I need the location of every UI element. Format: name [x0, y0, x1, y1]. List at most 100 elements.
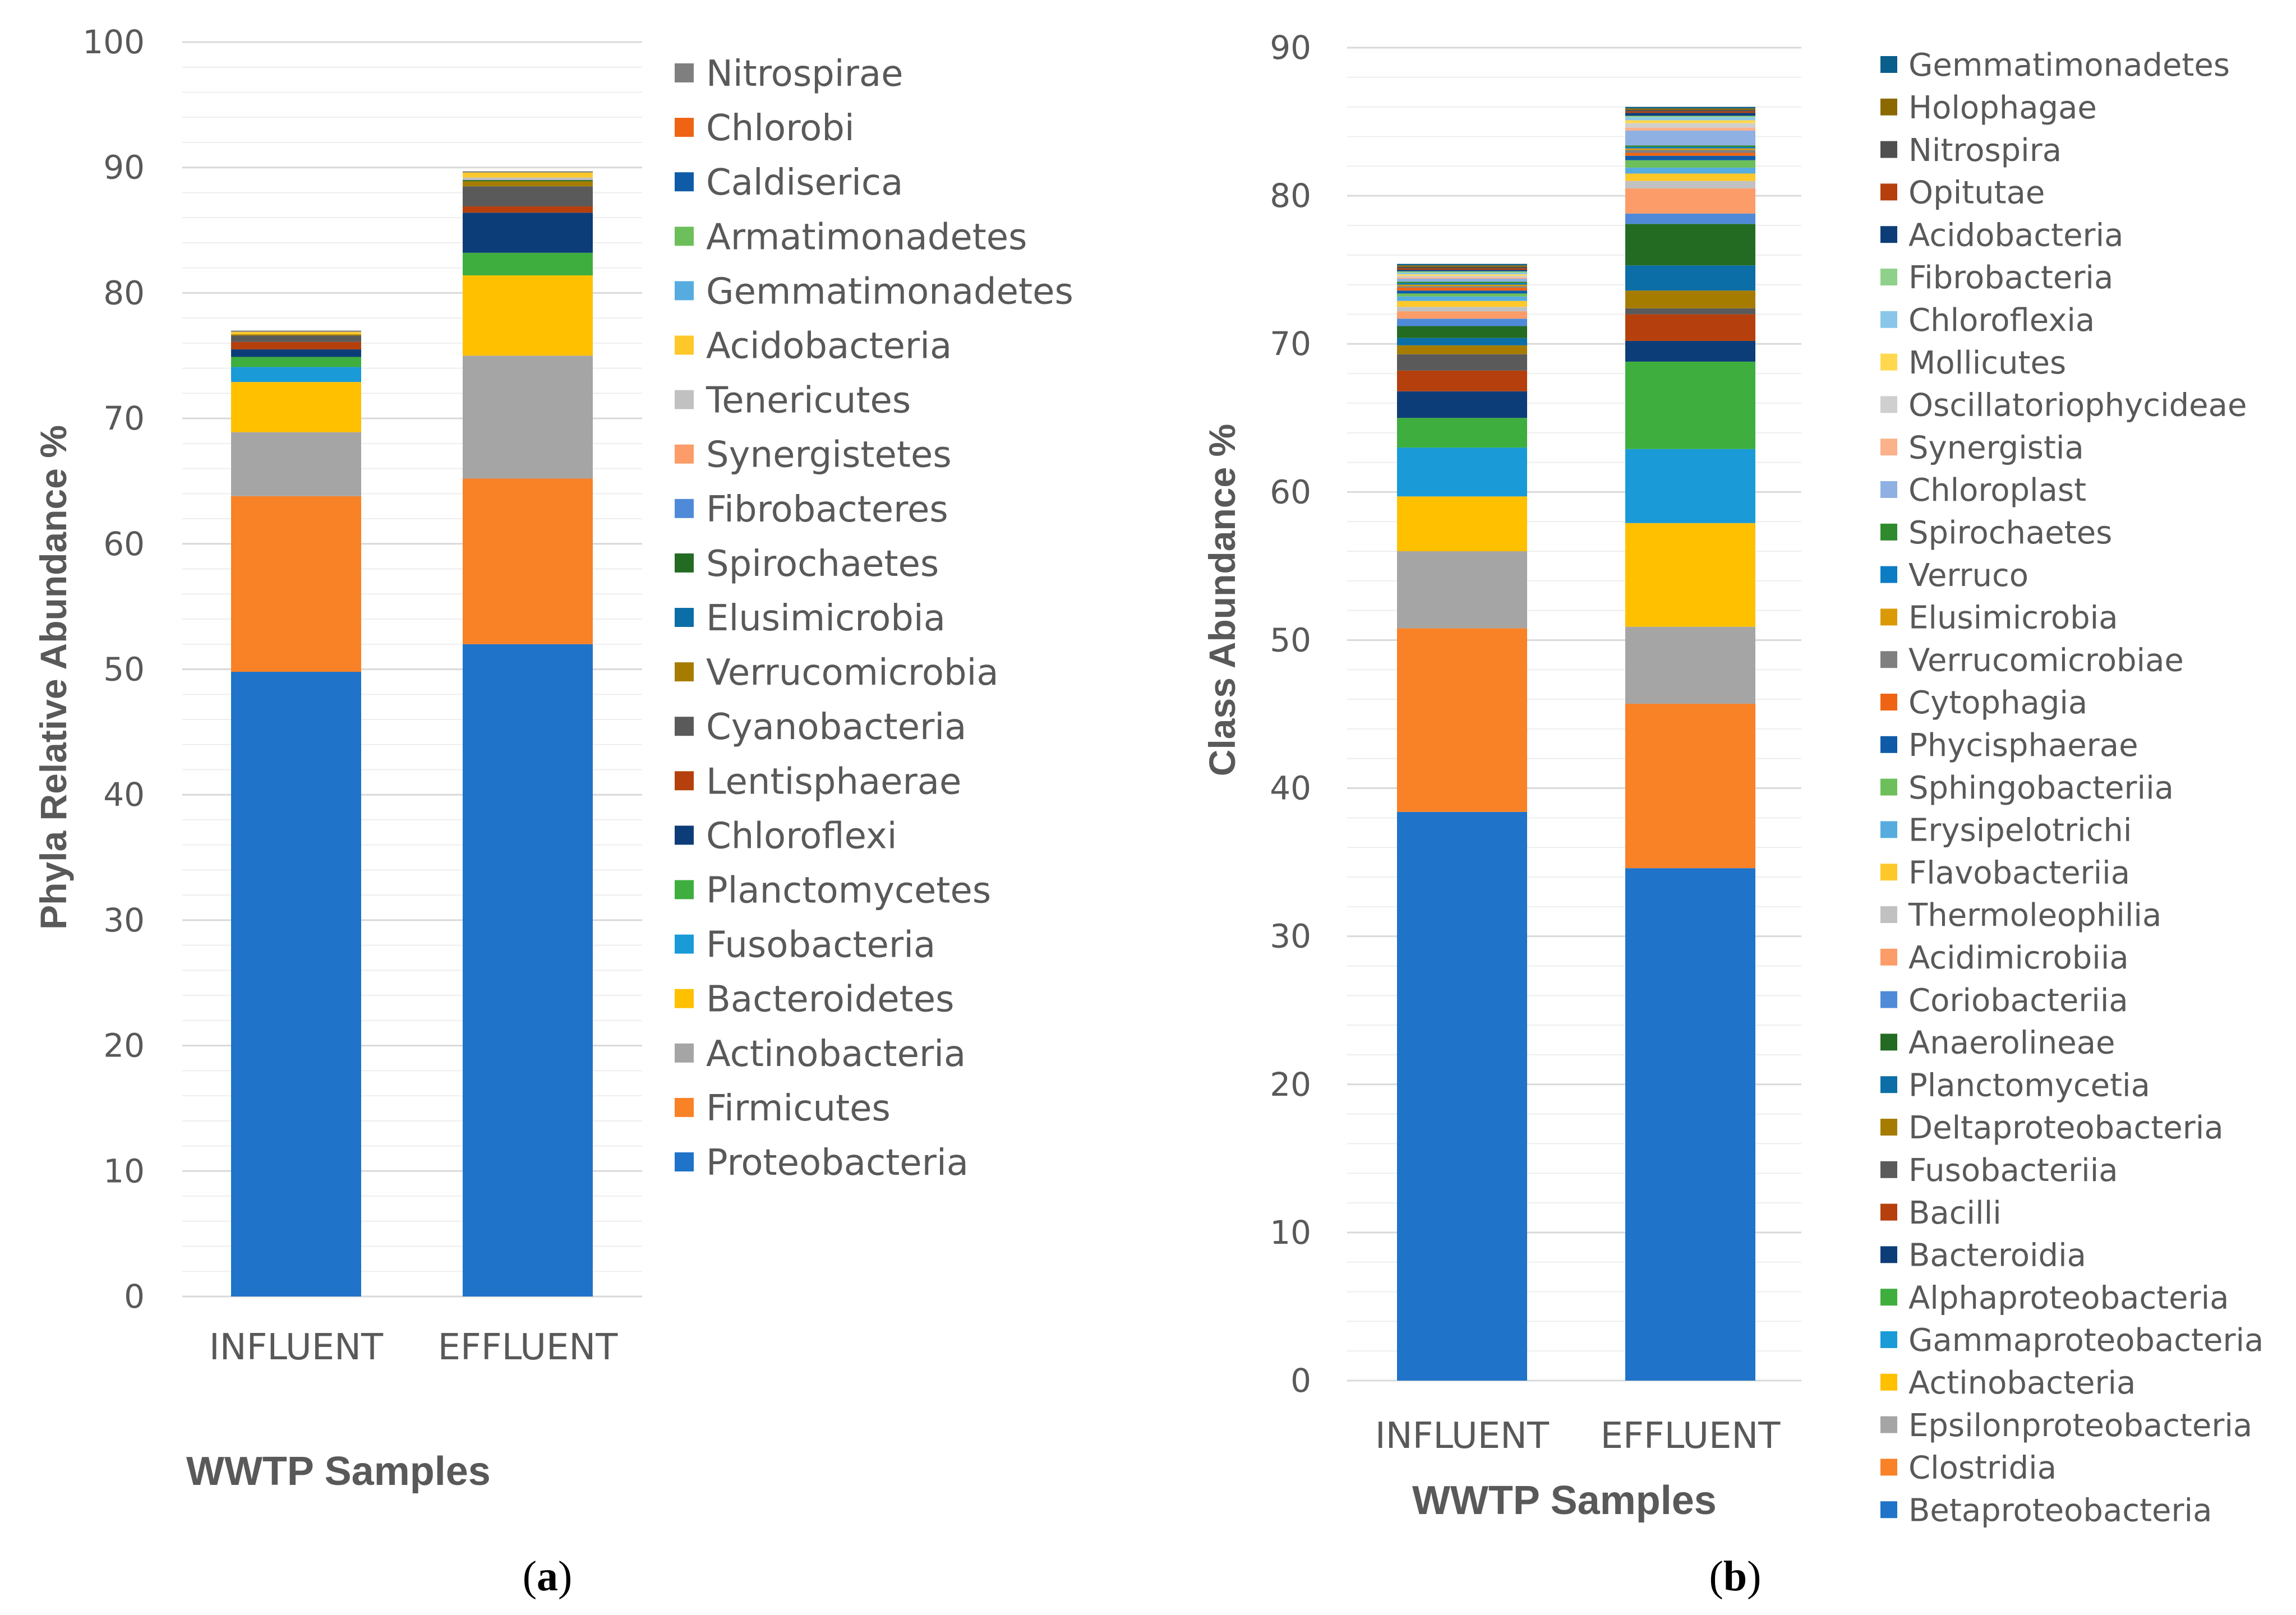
- bar-influent-actinobacteria: [1397, 496, 1527, 551]
- legend-item-epsilonproteobacteria: Epsilonproteobacteria: [1880, 1408, 2252, 1444]
- bar-influent-verrucomicrobia: [231, 334, 361, 336]
- bar-influent-nitrospira: [1397, 266, 1527, 269]
- legend-item-elusimicrobia: Elusimicrobia: [675, 598, 946, 639]
- y-tick-label: 0: [124, 1277, 145, 1316]
- bar-effluent-spirochaetes: [463, 180, 593, 182]
- legend-item-caldiserica: Caldiserica: [675, 162, 903, 204]
- legend-item-holophagae: Holophagae: [1880, 90, 2097, 126]
- legend-swatch: [1880, 1119, 1897, 1136]
- bar-influent-cyanobacteria: [231, 335, 361, 342]
- y-tick-label: 40: [103, 776, 145, 814]
- legend-swatch: [1880, 1203, 1897, 1221]
- legend-item-spirochaetes: Spirochaetes: [1880, 515, 2112, 551]
- bar-influent-planctomycetia: [1397, 338, 1527, 345]
- bar-influent-firmicutes: [231, 496, 361, 672]
- bar-effluent-fibrobacteria: [1625, 116, 1755, 118]
- legend-swatch: [675, 172, 694, 192]
- legend-label: Verrucomicrobiae: [1908, 642, 2184, 679]
- bar-influent-opitutae: [1397, 268, 1527, 270]
- bar-effluent-nitrospirae: [463, 171, 593, 173]
- legend-swatch: [1880, 608, 1897, 626]
- legend-item-clostridia: Clostridia: [1880, 1450, 2057, 1487]
- y-tick-label: 50: [103, 650, 145, 689]
- y-tick-label: 40: [1270, 769, 1311, 807]
- legend-swatch: [675, 608, 694, 627]
- bar-effluent-betaproteobacteria: [1625, 868, 1755, 1381]
- legend-swatch: [1880, 353, 1897, 371]
- bar-effluent-mollicutes: [1625, 120, 1755, 123]
- chart-b-y-axis-label: Class Abundance %: [1201, 424, 1243, 776]
- legend-item-chloroplast: Chloroplast: [1880, 472, 2086, 509]
- bar-effluent-chloroflexia: [1625, 117, 1755, 121]
- legend-item-fibrobacteria: Fibrobacteria: [1880, 260, 2113, 296]
- bar-stack-influent: [231, 330, 361, 1296]
- legend-label: Holophagae: [1908, 90, 2097, 126]
- chart-b-x-ticks: INFLUENT EFFLUENT: [1375, 1415, 1781, 1457]
- bar-effluent-phycisphaerae: [1625, 155, 1755, 160]
- legend-label: Anaerolineae: [1908, 1025, 2115, 1062]
- legend-swatch: [675, 1152, 694, 1171]
- legend-swatch: [1880, 183, 1897, 201]
- bar-effluent-elusimicrobia: [1625, 148, 1755, 150]
- legend-label: Cyanobacteria: [706, 707, 966, 748]
- legend-swatch: [1880, 481, 1897, 498]
- legend-swatch: [1880, 1501, 1897, 1519]
- bar-influent-fusobacteriia: [1397, 354, 1527, 371]
- legend-swatch: [1880, 1459, 1897, 1476]
- legend-swatch: [1880, 1033, 1897, 1051]
- y-tick-label: 20: [1270, 1065, 1311, 1104]
- legend-item-fusobacteriia: Fusobacteriia: [1880, 1152, 2118, 1189]
- y-tick-label: 60: [1270, 473, 1311, 511]
- legend-swatch: [675, 553, 694, 573]
- legend-item-planctomycetia: Planctomycetia: [1880, 1067, 2150, 1104]
- legend-item-spirochaetes: Spirochaetes: [675, 543, 939, 585]
- bar-effluent-cyanobacteria: [463, 186, 593, 207]
- legend-label: Elusimicrobia: [1908, 600, 2118, 636]
- y-tick-label: 10: [103, 1152, 145, 1190]
- bar-influent-thermoleophilia: [1397, 307, 1527, 312]
- bar-influent-lentisphaerae: [231, 342, 361, 350]
- legend-item-cytophagia: Cytophagia: [1880, 685, 2087, 721]
- legend-item-gemmatimonadetes: Gemmatimonadetes: [675, 271, 1073, 312]
- legend-swatch: [675, 989, 694, 1008]
- bar-influent-acidobacteria: [1397, 270, 1527, 271]
- legend-label: Fibrobacteres: [706, 489, 948, 530]
- legend-swatch: [675, 227, 694, 246]
- bar-stack-effluent: [1625, 107, 1755, 1381]
- legend-swatch: [1880, 778, 1897, 796]
- legend-label: Thermoleophilia: [1908, 897, 2161, 934]
- bar-effluent-lentisphaerae: [463, 206, 593, 213]
- bar-effluent-flavobacteriia: [1625, 173, 1755, 181]
- legend-item-sphingobacteriia: Sphingobacteriia: [1880, 770, 2174, 806]
- legend-label: Proteobacteria: [706, 1142, 969, 1184]
- legend-swatch: [1880, 226, 1897, 243]
- bar-influent-chloroflexi: [231, 349, 361, 357]
- legend-swatch: [1880, 906, 1897, 923]
- chart-a-x-axis-label: WWTP Samples: [186, 1449, 491, 1494]
- legend-swatch: [1880, 1161, 1897, 1178]
- y-tick-label: 100: [82, 23, 145, 61]
- legend-swatch: [675, 880, 694, 899]
- bar-influent-bacilli: [1397, 370, 1527, 391]
- bar-influent-mollicutes: [1397, 274, 1527, 276]
- chart-a-bars: [231, 171, 593, 1296]
- bar-influent-deltaproteobacteria: [1397, 345, 1527, 354]
- bar-influent-fibrobacteria: [1397, 271, 1527, 273]
- legend-swatch: [1880, 991, 1897, 1008]
- bar-influent-epsilonproteobacteria: [1397, 551, 1527, 629]
- x-tick-label-effluent: EFFLUENT: [438, 1327, 619, 1368]
- legend-swatch: [675, 390, 694, 409]
- chart-b-y-ticks: 0 10 20 30 40 50 60 70 80 90: [1270, 29, 1311, 1400]
- legend-label: Cytophagia: [1908, 685, 2087, 721]
- legend-item-synergistetes: Synergistetes: [675, 435, 952, 476]
- bar-stack-effluent: [463, 171, 593, 1296]
- bar-effluent-bacteroidia: [1625, 340, 1755, 362]
- bar-influent-betaproteobacteria: [1397, 811, 1527, 1381]
- legend-swatch: [675, 118, 694, 137]
- legend-swatch: [675, 1043, 694, 1063]
- legend-label: Spirochaetes: [1908, 515, 2112, 551]
- legend-swatch: [1880, 948, 1897, 966]
- bar-influent-cytophagia: [1397, 287, 1527, 291]
- bar-influent-bacteroidia: [1397, 391, 1527, 418]
- legend-label: Chlorobi: [706, 108, 855, 149]
